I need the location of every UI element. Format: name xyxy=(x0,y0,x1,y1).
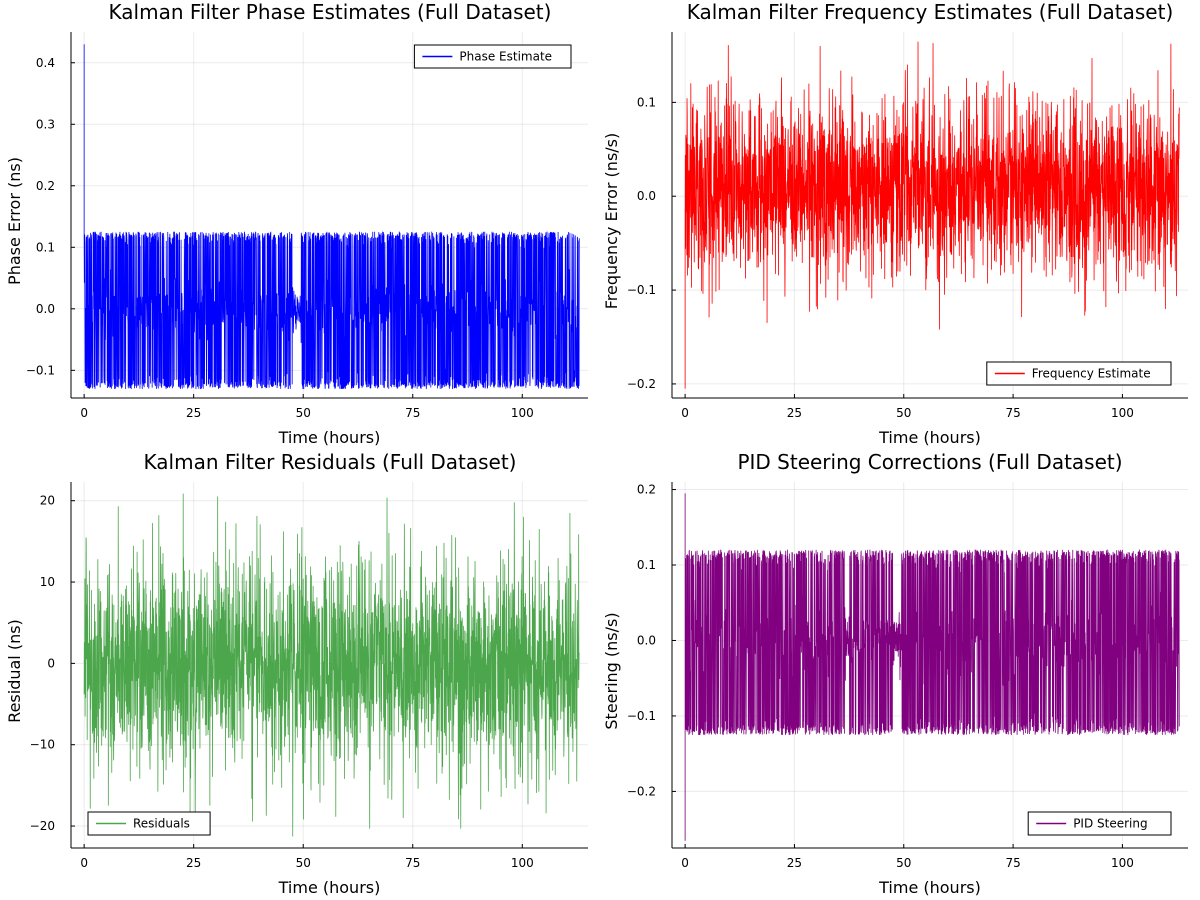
x-tick-label: 50 xyxy=(296,406,311,420)
chart-title: PID Steering Corrections (Full Dataset) xyxy=(737,450,1122,474)
x-axis-label: Time (hours) xyxy=(278,428,381,447)
y-tick-label: 0.1 xyxy=(36,240,55,254)
y-tick-label: 10 xyxy=(40,575,55,589)
x-tick-label: 25 xyxy=(186,856,201,870)
y-tick-label: 0.3 xyxy=(36,117,55,131)
x-tick-label: 0 xyxy=(681,856,689,870)
x-tick-label: 100 xyxy=(1111,406,1134,420)
legend-box xyxy=(986,361,1172,386)
x-tick-label: 0 xyxy=(80,856,88,870)
y-tick-label: 0.2 xyxy=(637,483,656,497)
legend-label: Phase Estimate xyxy=(459,50,552,64)
y-axis-label: Residual (ns) xyxy=(5,619,24,723)
y-tick-label: −0.2 xyxy=(627,377,656,391)
y-tick-label: 0.0 xyxy=(637,633,656,647)
legend-box xyxy=(87,811,211,836)
x-tick-label: 0 xyxy=(80,406,88,420)
legend-box xyxy=(1027,811,1172,836)
subplot-4: 0 25 50 75 100 −0.2 −0.1 0.0 0.1 0.2 PID Steering … xyxy=(602,450,1188,897)
y-tick-label: 0.1 xyxy=(637,95,656,109)
y-tick-label: −0.1 xyxy=(627,283,656,297)
legend-label: PID Steering xyxy=(1073,817,1147,831)
x-tick-label: 50 xyxy=(896,406,911,420)
y-tick-label: 0.4 xyxy=(36,56,55,70)
x-tick-label: 25 xyxy=(787,406,802,420)
x-tick-label: 25 xyxy=(186,406,201,420)
chart-title: Kalman Filter Residuals (Full Dataset) xyxy=(144,450,517,474)
y-tick-label: 0.0 xyxy=(637,189,656,203)
x-tick-label: 100 xyxy=(511,406,534,420)
y-tick-label: 0 xyxy=(47,656,55,670)
x-tick-label: 25 xyxy=(787,856,802,870)
x-tick-label: 75 xyxy=(405,406,420,420)
x-axis-label: Time (hours) xyxy=(278,878,381,897)
series-line-pid-steering xyxy=(684,493,1180,841)
y-axis-label: Steering (ns/s) xyxy=(602,612,621,729)
series-line-phase-estimate xyxy=(83,44,580,390)
chart-title: Kalman Filter Phase Estimates (Full Data… xyxy=(109,0,552,24)
x-axis-label: Time (hours) xyxy=(878,428,981,447)
legend-label: Frequency Estimate xyxy=(1032,367,1151,381)
series-line-frequency-estimate xyxy=(684,41,1180,389)
subplot-2: 0 25 50 75 100 −0.2 −0.1 0.0 0.1 Kalman Filter Fr… xyxy=(602,0,1188,447)
subplot-1: 0 25 50 75 100 −0.1 0.0 0.1 0.2 0.3 0.4 Kalman Filt… xyxy=(5,0,588,447)
subplot-3: 0 25 50 75 100 −20 −10 0 10 20 Kalman Filter Resid… xyxy=(5,450,588,897)
y-tick-label: 0.2 xyxy=(36,179,55,193)
series-line-residuals xyxy=(83,493,580,837)
x-tick-label: 75 xyxy=(1005,856,1020,870)
y-tick-label: −0.2 xyxy=(627,784,656,798)
legend: Phase Estimate xyxy=(413,44,572,69)
x-axis-label: Time (hours) xyxy=(878,878,981,897)
y-axis-label: Phase Error (ns) xyxy=(5,157,24,285)
y-tick-label: −0.1 xyxy=(627,709,656,723)
x-tick-label: 75 xyxy=(405,856,420,870)
x-tick-label: 100 xyxy=(1111,856,1134,870)
x-tick-label: 50 xyxy=(296,856,311,870)
x-tick-label: 100 xyxy=(511,856,534,870)
y-tick-label: −0.1 xyxy=(26,363,55,377)
legend: Residuals xyxy=(87,811,211,836)
y-tick-label: −20 xyxy=(30,819,55,833)
y-tick-label: 20 xyxy=(40,494,55,508)
legend: PID Steering xyxy=(1027,811,1172,836)
y-tick-label: 0.0 xyxy=(36,302,55,316)
y-tick-label: 0.1 xyxy=(637,558,656,572)
x-tick-label: 0 xyxy=(681,406,689,420)
x-tick-label: 75 xyxy=(1005,406,1020,420)
chart-title: Kalman Filter Frequency Estimates (Full … xyxy=(687,0,1174,24)
legend: Frequency Estimate xyxy=(986,361,1172,386)
legend-box xyxy=(413,44,572,69)
y-tick-label: −10 xyxy=(30,738,55,752)
legend-label: Residuals xyxy=(133,817,190,831)
y-axis-label: Frequency Error (ns/s) xyxy=(602,133,621,310)
x-tick-label: 50 xyxy=(896,856,911,870)
